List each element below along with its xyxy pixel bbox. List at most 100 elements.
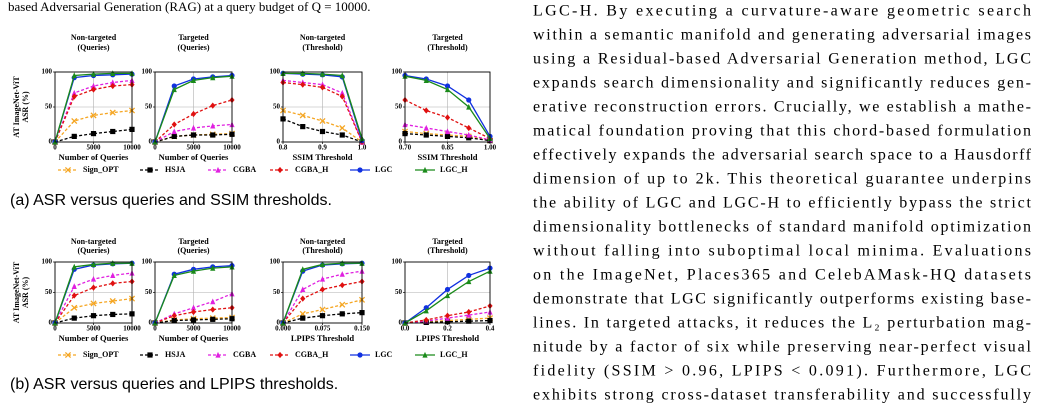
panel-title: Non-targeted [71, 237, 117, 246]
body-line: expands search dimensionality and signif… [533, 75, 1031, 92]
marker [300, 315, 306, 321]
y-tick-label: 100 [270, 258, 281, 266]
x-tick-label: 0.2 [443, 325, 452, 333]
marker [423, 316, 429, 324]
marker [300, 295, 306, 302]
marker [300, 124, 306, 130]
marker [319, 84, 326, 91]
x-tick-label: 0 [153, 144, 157, 152]
marker [90, 261, 97, 268]
marker [444, 312, 451, 319]
x-tick-label: 1.0 [358, 144, 367, 152]
x-tick-label: 1.00 [484, 144, 497, 152]
marker [215, 351, 221, 358]
marker [466, 131, 472, 138]
plot-frame [154, 71, 233, 143]
caption: (b) ASR versus queries and LPIPS thresho… [10, 376, 338, 393]
x-tick-label: 0.075 [315, 325, 331, 333]
marker [90, 112, 97, 119]
panel-title: Targeted [432, 33, 463, 42]
x-axis-label: Number of Queries [159, 152, 229, 162]
legend-label: CGBA [233, 165, 256, 174]
marker [277, 351, 283, 359]
marker [319, 313, 326, 319]
y-tick-label: 0 [49, 319, 53, 327]
marker [339, 89, 345, 96]
marker [319, 117, 326, 125]
panel-subtitle: (Queries) [78, 43, 110, 52]
y-tick-label: 0 [399, 138, 403, 146]
y-tick-label: 50 [395, 103, 403, 111]
marker [466, 124, 472, 132]
marker [171, 83, 177, 89]
y-tick-label: 100 [392, 68, 403, 76]
plot-frame [282, 71, 363, 143]
y-axis-label: AT ImageNet-ViT [12, 261, 21, 323]
x-tick-label: 0.150 [354, 325, 370, 333]
marker [190, 308, 197, 316]
marker [444, 128, 451, 135]
series-line [54, 83, 133, 143]
series-line [54, 79, 133, 143]
marker [357, 167, 363, 173]
x-tick-label: 0.0 [401, 325, 410, 333]
body-line: lines. In targeted attacks, it reduces t… [533, 315, 1031, 332]
panel-title: Non-targeted [300, 33, 346, 42]
y-tick-label: 50 [45, 288, 53, 296]
marker [466, 135, 472, 141]
marker [147, 167, 153, 173]
body-line: dimensionality bottlenecks of standard m… [533, 219, 1031, 236]
x-tick-label: 0.4 [486, 325, 495, 333]
series-line [154, 318, 233, 324]
plot-frame [54, 71, 133, 143]
x-axis-label: LPIPS Threshold [416, 333, 479, 343]
y-tick-label: 50 [395, 288, 403, 296]
marker [71, 89, 77, 96]
marker [210, 298, 216, 305]
marker [210, 132, 216, 138]
caption: (a) ASR versus queries and SSIM threshol… [10, 192, 332, 209]
marker [210, 306, 216, 313]
marker [171, 317, 177, 324]
x-tick-label: 0 [53, 325, 57, 333]
y-tick-label: 0 [277, 138, 281, 146]
marker [210, 102, 216, 109]
marker [339, 282, 345, 289]
panel-subtitle: (Threshold) [427, 43, 468, 52]
marker [444, 133, 451, 139]
marker [90, 300, 97, 307]
marker [109, 109, 116, 116]
marker [466, 278, 472, 285]
marker [90, 284, 97, 291]
x-tick-label: 10000 [223, 144, 241, 152]
panel-title: Non-targeted [71, 33, 117, 42]
series-line [154, 133, 233, 143]
marker [339, 132, 345, 138]
y-tick-label: 50 [145, 103, 153, 111]
top-line: based Adversarial Generation (RAG) at a … [8, 0, 371, 14]
panel-title: Targeted [178, 237, 209, 246]
marker [190, 110, 197, 118]
marker [319, 128, 326, 135]
plot-frame [404, 261, 491, 324]
marker [277, 166, 283, 174]
legend-label: CGBA [233, 350, 256, 359]
body-line: on the ImageNet, Places365 and CelebAMas… [533, 267, 1031, 284]
marker [210, 74, 216, 81]
marker [319, 261, 326, 268]
legend-label: Sign_OPT [83, 350, 119, 359]
series-line [54, 280, 133, 324]
panel-title: Targeted [178, 33, 209, 42]
marker [110, 311, 116, 318]
marker [171, 312, 177, 319]
plot-frame [282, 261, 363, 324]
marker [171, 272, 177, 279]
marker [300, 81, 306, 88]
legend-label: HSJA [165, 165, 186, 174]
marker [171, 86, 177, 93]
y-tick-label: 100 [142, 68, 153, 76]
panel-subtitle: (Queries) [178, 246, 210, 255]
x-tick-label: 10000 [123, 325, 141, 333]
marker [423, 307, 429, 314]
x-tick-label: 10000 [123, 144, 141, 152]
